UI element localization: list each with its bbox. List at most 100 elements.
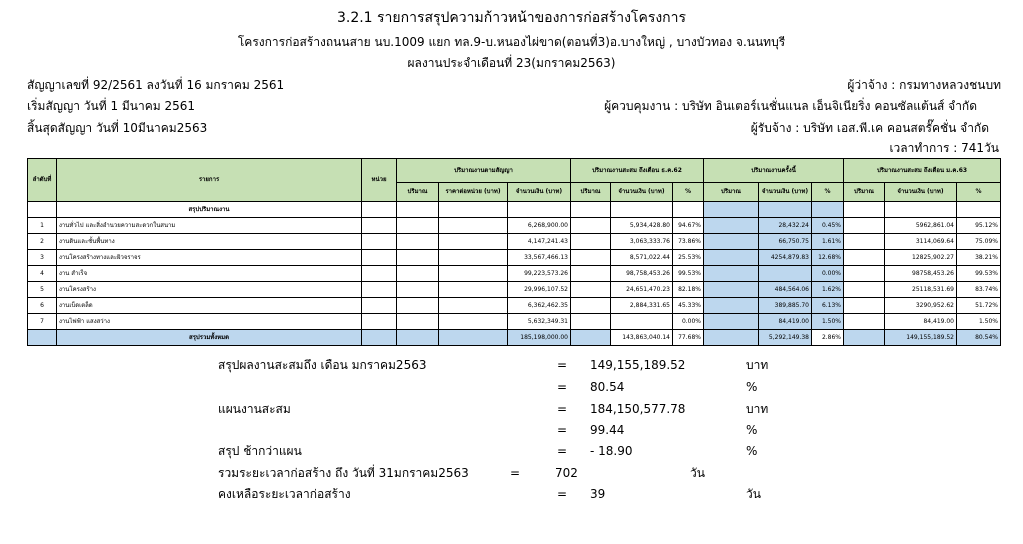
table-row: 4 งาน สำเร็จ 99,223,573.26 98,758,453.26 99.… <box>27 265 1001 282</box>
cell-prev-pct: 82.18% <box>672 281 704 298</box>
report-period: ผลงานประจำเดือนที่ 23(มกราคม2563) <box>407 56 616 70</box>
cell-prev-amount: 2,884,331.65 <box>610 297 673 314</box>
header-contract: ปริมาณงานตามสัญญา <box>396 158 571 183</box>
cell-contract-amount: 6,268,900.00 <box>507 217 571 234</box>
cell-cum-pct: 75.09% <box>956 233 1001 250</box>
summary-unit: วัน <box>746 487 761 501</box>
cell-empty <box>396 281 439 298</box>
contract-start: เริ่มสัญญา วันที่ 1 มีนาคม 2561 <box>27 99 196 113</box>
cell-empty <box>570 265 611 282</box>
cell-cum-amount: 98758,453.26 <box>884 265 957 282</box>
cell-item: งาน สำเร็จ <box>56 265 362 282</box>
cell-no: 6 <box>27 297 57 314</box>
cell-empty <box>703 217 759 234</box>
cell-empty <box>843 249 885 266</box>
summary-label: สรุปผลงานสะสมถึง เดือน มกราคม2563 <box>218 358 427 372</box>
header-qty: ปริมาณ <box>570 182 611 202</box>
cell-prev-pct: 73.86% <box>672 233 704 250</box>
cell-empty <box>361 249 397 266</box>
header-unit-price: ราคาต่อหน่วย (บาท) <box>438 182 508 202</box>
cell-cum-amount: 5962,861.04 <box>884 217 957 234</box>
cell-empty <box>843 217 885 234</box>
cell-empty <box>396 249 439 266</box>
header-pct: % <box>672 182 704 202</box>
cell-empty <box>843 265 885 282</box>
header-qty: ปริมาณ <box>703 182 759 202</box>
cell-empty <box>361 265 397 282</box>
total-cur-pct: 2.86% <box>811 329 844 346</box>
cell-empty <box>570 297 611 314</box>
cell-empty <box>703 265 759 282</box>
cell-cur-amount: 66,750.75 <box>758 233 812 250</box>
cell-prev-amount: 24,651,470.23 <box>610 281 673 298</box>
cell-item: งานโครงสร้างทางและผิวจราจร <box>56 249 362 266</box>
total-contract-amount: 185,198,000.00 <box>507 329 571 346</box>
summary-label: รวมระยะเวลาก่อสร้าง ถึง วันที่ 31มกราคม2… <box>218 466 469 480</box>
cell-prev-amount: 8,571,022.44 <box>610 249 673 266</box>
cell-empty <box>703 233 759 250</box>
summary-eq: = <box>557 402 568 416</box>
cell-no: 7 <box>27 313 57 330</box>
summary-value: 39 <box>590 487 606 501</box>
cell-prev-pct: 25.53% <box>672 249 704 266</box>
total-cum-amount: 149,155,189.52 <box>884 329 957 346</box>
cell-no: 1 <box>27 217 57 234</box>
cell-empty <box>703 313 759 330</box>
cell-cum-pct: 83.74% <box>956 281 1001 298</box>
cell-cur-pct: 1.62% <box>811 281 844 298</box>
project-name: โครงการก่อสร้างถนนสาย นบ.1009 แยก ทล.9-บ… <box>237 35 786 49</box>
total-cur-amount: 5,292,149.38 <box>758 329 812 346</box>
total-row: สรุปรวมทั้งหมด 185,198,000.00 143,863,04… <box>27 329 1001 346</box>
cell-prev-pct: 0.00% <box>672 313 704 330</box>
summary-label: คงเหลือระยะเวลาก่อสร้าง <box>218 487 351 501</box>
cell-empty <box>438 297 508 314</box>
header-item: รายการ <box>56 158 362 202</box>
cell-prev-amount: 98,758,453.26 <box>610 265 673 282</box>
table-row: 6 งานเบ็ดเตล็ด 6,362,462.35 2,884,331.65 45.… <box>27 297 1001 314</box>
cell-cum-pct: 51.72% <box>956 297 1001 314</box>
cell-cur-pct: 1.50% <box>811 313 844 330</box>
contractor: ผู้รับจ้าง : บริษัท เอส.พี.เค คอนสตรั๊คช… <box>750 121 989 135</box>
cell-no: 5 <box>27 281 57 298</box>
cell-no: 2 <box>27 233 57 250</box>
cell-no: 4 <box>27 265 57 282</box>
cell-empty <box>703 297 759 314</box>
cell-cur-pct: 0.00% <box>811 265 844 282</box>
cell-prev-pct: 99.53% <box>672 265 704 282</box>
cell-empty <box>396 265 439 282</box>
cell-no: 3 <box>27 249 57 266</box>
contract-number: สัญญาเลขที่ 92/2561 ลงวันที่ 16 มกราคม 2… <box>27 78 285 92</box>
employer: ผู้ว่าจ้าง : กรมทางหลวงชนบท <box>847 78 1001 92</box>
table-row: 3 งานโครงสร้างทางและผิวจราจร 33,567,466.13… <box>27 249 1001 266</box>
summary-heading: สรุปปริมาณงาน <box>56 201 362 218</box>
cell-item: งานไฟฟ้า แสงสว่าง <box>56 313 362 330</box>
header-pct: % <box>956 182 1001 202</box>
cell-empty <box>396 297 439 314</box>
summary-value: 184,150,577.78 <box>590 402 686 416</box>
cell-empty <box>570 313 611 330</box>
cell-prev-pct: 45.33% <box>672 297 704 314</box>
cell-cur-pct: 1.61% <box>811 233 844 250</box>
summary-eq: = <box>557 444 568 458</box>
cell-empty <box>843 233 885 250</box>
cell-cum-pct: 1.50% <box>956 313 1001 330</box>
summary-eq: = <box>557 487 568 501</box>
summary-unit: บาท <box>746 358 769 372</box>
cell-cur-pct: 12.68% <box>811 249 844 266</box>
table-row: 7 งานไฟฟ้า แสงสว่าง 5,632,349.31 0.00% 84,41… <box>27 313 1001 330</box>
summary-unit: % <box>746 444 758 458</box>
cell-item: งานดินและชั้นพื้นทาง <box>56 233 362 250</box>
cell-empty <box>570 249 611 266</box>
cell-empty <box>438 265 508 282</box>
summary-unit: % <box>746 380 758 394</box>
cell-cum-amount: 25118,531.69 <box>884 281 957 298</box>
cell-cur-amount <box>758 265 812 282</box>
summary-label: สรุป ช้ากว่าแผน <box>218 444 302 458</box>
cell-empty <box>396 233 439 250</box>
total-cum-pct: 80.54% <box>956 329 1001 346</box>
cell-empty <box>361 281 397 298</box>
cell-empty <box>361 297 397 314</box>
table-row: 2 งานดินและชั้นพื้นทาง 4,147,241.43 3,063,3… <box>27 233 1001 250</box>
header-amount: จำนวนเงิน (บาท) <box>610 182 673 202</box>
cell-empty <box>843 297 885 314</box>
